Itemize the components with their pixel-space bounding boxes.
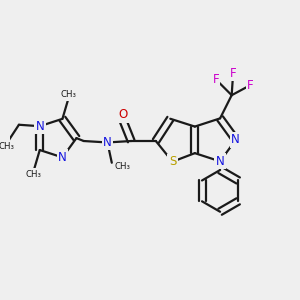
Text: N: N xyxy=(58,151,67,164)
Text: CH₃: CH₃ xyxy=(115,162,131,171)
Text: CH₃: CH₃ xyxy=(26,169,42,178)
Text: N: N xyxy=(216,155,224,168)
Text: CH₃: CH₃ xyxy=(0,142,14,151)
Text: N: N xyxy=(103,136,112,149)
Text: S: S xyxy=(169,155,176,168)
Text: F: F xyxy=(230,67,236,80)
Text: N: N xyxy=(231,134,240,146)
Text: CH₃: CH₃ xyxy=(61,90,77,99)
Text: N: N xyxy=(35,120,44,133)
Text: F: F xyxy=(212,73,219,86)
Text: F: F xyxy=(247,79,254,92)
Text: O: O xyxy=(118,108,127,122)
